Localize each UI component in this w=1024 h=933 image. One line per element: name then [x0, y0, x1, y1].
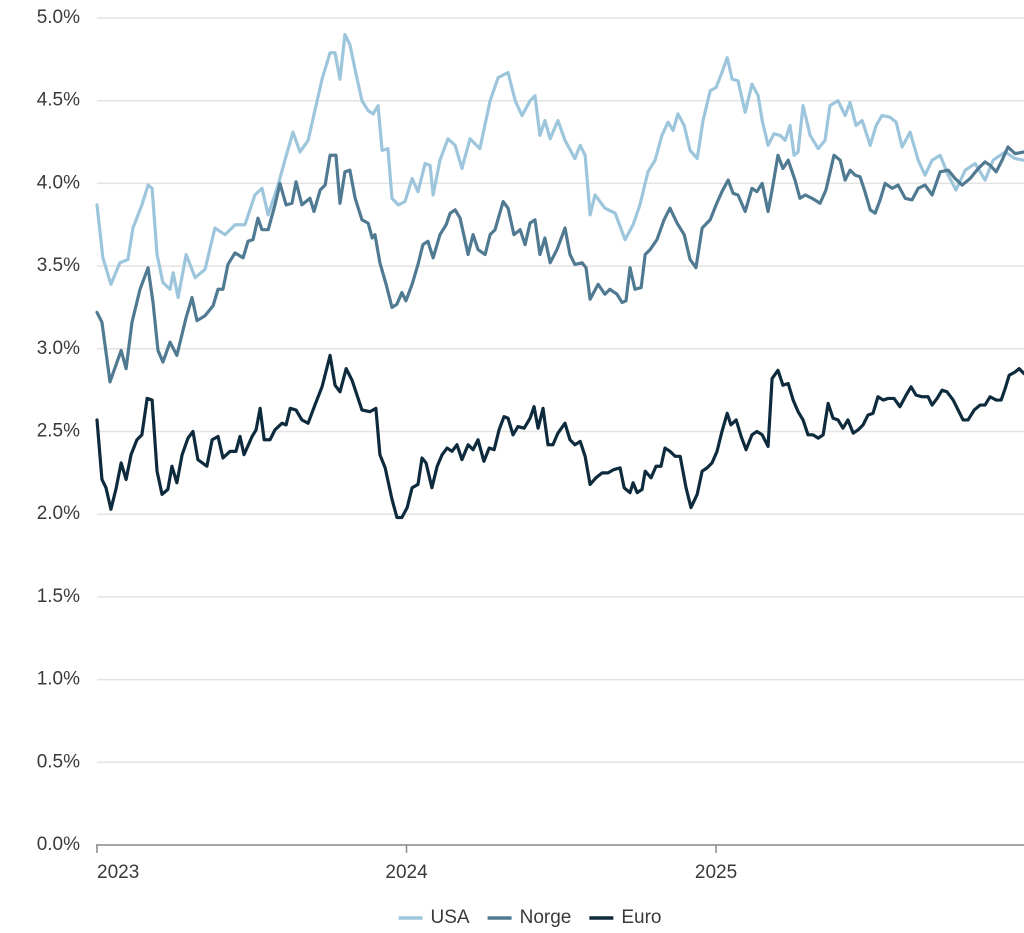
legend-label: USA	[431, 907, 470, 928]
y-tick-label: 0.5%	[37, 751, 80, 772]
y-tick-label: 1.0%	[37, 669, 80, 690]
line-series	[95, 353, 1024, 520]
y-tick-label: 2.5%	[37, 421, 80, 442]
y-tick-label: 4.0%	[37, 172, 80, 193]
y-tick-label: 1.5%	[37, 586, 80, 607]
y-tick-label: 5.0%	[37, 7, 80, 28]
x-tick-label: 2023	[97, 862, 139, 883]
x-tick-label: 2024	[385, 862, 428, 883]
y-tick-label: 2.0%	[37, 503, 80, 524]
legend-label: Norge	[520, 907, 572, 928]
x-tick-label: 2025	[695, 862, 737, 883]
plot-area	[95, 32, 1024, 520]
line-series	[95, 145, 1024, 384]
line-series	[95, 32, 1024, 300]
y-tick-label: 3.0%	[37, 338, 80, 359]
y-tick-label: 4.5%	[37, 90, 80, 111]
legend: USA Norge Euro	[398, 907, 661, 928]
y-tick-label: 3.5%	[37, 255, 80, 276]
y-tick-label: 0.0%	[37, 834, 80, 855]
legend-label: Euro	[621, 907, 661, 928]
